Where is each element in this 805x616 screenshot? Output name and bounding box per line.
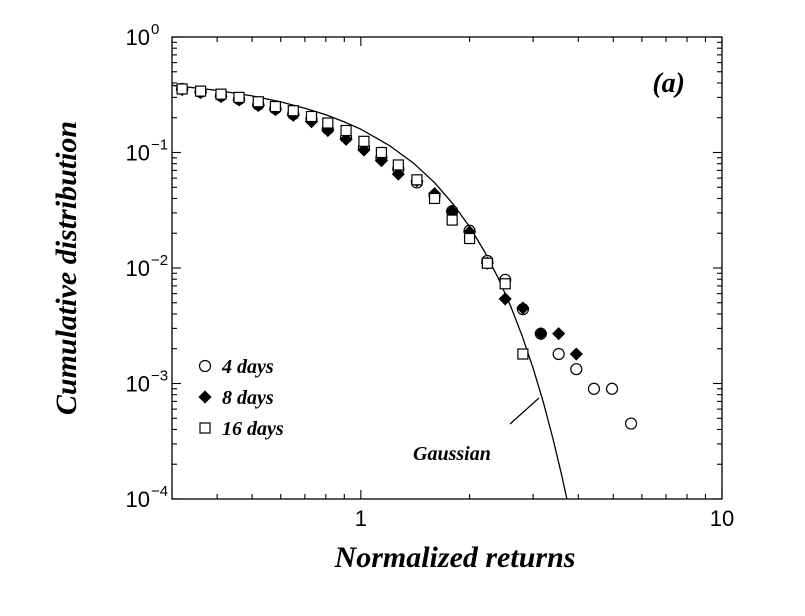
y-tick-label-exponent: −4 bbox=[151, 483, 168, 500]
data-point-16-days bbox=[463, 232, 476, 245]
data-point-16-days bbox=[428, 192, 441, 205]
x-axis-title: Normalized returns bbox=[334, 541, 576, 574]
data-point-16-days bbox=[392, 159, 404, 171]
data-point-16-days bbox=[340, 124, 352, 137]
legend-label-8-days: 8 days bbox=[222, 387, 274, 409]
y-tick-label-exponent: −3 bbox=[151, 368, 168, 385]
data-point-4-days bbox=[605, 382, 619, 395]
y-tick-label-exponent: −1 bbox=[151, 137, 168, 154]
gaussian-pointer-line bbox=[509, 397, 540, 425]
x-tick-label: 10 bbox=[710, 506, 734, 531]
y-tick-label-base: 10 bbox=[126, 141, 150, 166]
data-point-4-days bbox=[587, 382, 601, 395]
y-tick-label-exponent: 0 bbox=[151, 21, 159, 38]
data-point-16-days bbox=[411, 174, 423, 186]
data-point-16-days bbox=[499, 278, 511, 290]
panel-label: (a) bbox=[652, 68, 685, 99]
data-point-16-days bbox=[305, 110, 318, 123]
data-point-8-days bbox=[498, 292, 512, 306]
data-point-8-days bbox=[552, 327, 566, 341]
data-point-16-days bbox=[517, 348, 529, 360]
y-tick-label-base: 10 bbox=[126, 487, 150, 512]
legend-marker-8-days bbox=[198, 390, 212, 404]
data-point-16-days bbox=[269, 100, 282, 113]
data-point-8-days bbox=[569, 347, 583, 361]
data-point-16-days bbox=[322, 117, 334, 129]
data-point-16-days bbox=[375, 146, 387, 159]
legend: 4 days 8 days 16 days bbox=[198, 356, 284, 440]
data-point-16-days bbox=[358, 135, 370, 147]
data-point-4-days bbox=[624, 417, 638, 430]
data-point-16-days bbox=[233, 91, 245, 103]
data-point-16-days bbox=[446, 214, 458, 226]
y-tick-label-exponent: −2 bbox=[151, 252, 168, 269]
x-tick-label: 1 bbox=[355, 506, 367, 531]
data-point-16-days bbox=[215, 88, 227, 100]
data-point-16-days bbox=[481, 257, 493, 269]
gaussian-annotation: Gaussian bbox=[413, 443, 491, 465]
data-point-8-days bbox=[534, 327, 548, 341]
y-tick-label-base: 10 bbox=[126, 256, 150, 281]
legend-marker-4-days bbox=[198, 359, 212, 373]
data-point-16-days bbox=[176, 83, 188, 95]
data-point-8-days bbox=[339, 132, 353, 146]
legend-label-16-days: 16 days bbox=[222, 418, 284, 440]
data-point-8-days bbox=[391, 167, 405, 181]
y-axis-title: Cumulative distribution bbox=[50, 121, 83, 415]
legend-marker-16-days bbox=[199, 422, 211, 434]
data-point-4-days bbox=[552, 347, 565, 361]
y-tick-label-base: 10 bbox=[126, 25, 150, 50]
data-point-8-days bbox=[357, 143, 371, 157]
data-point-4-days bbox=[570, 363, 583, 376]
data-point-16-days bbox=[252, 96, 264, 108]
legend-label-4-days: 4 days bbox=[221, 356, 274, 378]
gaussian-curve bbox=[171, 84, 568, 500]
data-point-16-days bbox=[194, 85, 207, 97]
data-point-16-days bbox=[287, 105, 299, 117]
data-point-8-days bbox=[516, 301, 530, 315]
y-tick-label-base: 10 bbox=[126, 372, 150, 397]
